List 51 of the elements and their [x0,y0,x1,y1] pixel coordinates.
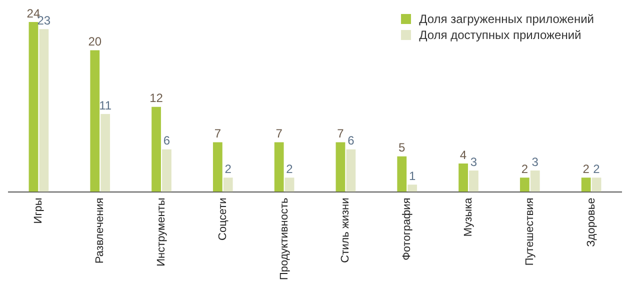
x-tick-label: Здоровье [585,198,598,247]
data-label: 2 [224,162,232,176]
x-tick-label: Игры [32,198,45,224]
bar [212,142,222,192]
bar [152,106,161,192]
bar [520,178,530,192]
data-label: 2 [521,162,528,176]
x-tick-label: Продуктивность [278,197,290,280]
data-label: 7 [337,126,344,141]
bar [592,178,602,192]
data-label: 3 [532,154,539,169]
data-label: 11 [99,98,112,112]
data-label: 12 [150,91,164,106]
data-label: 2 [582,162,590,176]
data-label: 5 [398,140,406,155]
data-label: 6 [163,134,170,148]
data-label: 1 [408,168,416,183]
bar [397,156,407,192]
bar [223,178,233,192]
bar [162,149,172,192]
data-label: 4 [460,148,467,162]
bar [346,149,356,192]
bar [100,114,110,192]
legend-label: Доля доступных приложений [419,28,582,42]
bar [458,163,468,192]
bar [408,184,418,192]
bar [90,50,100,192]
data-label: 2 [593,162,600,176]
bar [28,22,38,192]
x-tick-label: Музыка [462,196,475,237]
data-label: 3 [470,154,478,169]
bar [469,170,478,192]
x-tick-label: Стиль жизни [340,198,352,263]
x-tick-label: Путешествия [524,198,536,266]
bar [284,178,294,192]
data-label: 24 [26,6,40,20]
bar [39,29,49,192]
data-label: 2 [286,162,294,176]
bar [581,178,591,192]
bar [336,142,346,192]
legend-label: Доля загруженных приложений [419,12,594,26]
data-label: 20 [88,34,102,49]
x-tick-label: Фотография [401,198,414,260]
data-label: 7 [214,126,222,141]
bar [274,142,284,192]
data-label: 7 [276,126,283,141]
bar [530,170,540,192]
data-label: 6 [348,134,355,148]
x-tick-label: Соцсети [216,198,229,240]
x-tick-label: Инструменты [156,198,168,266]
x-tick-label: Развлечения [94,198,106,264]
